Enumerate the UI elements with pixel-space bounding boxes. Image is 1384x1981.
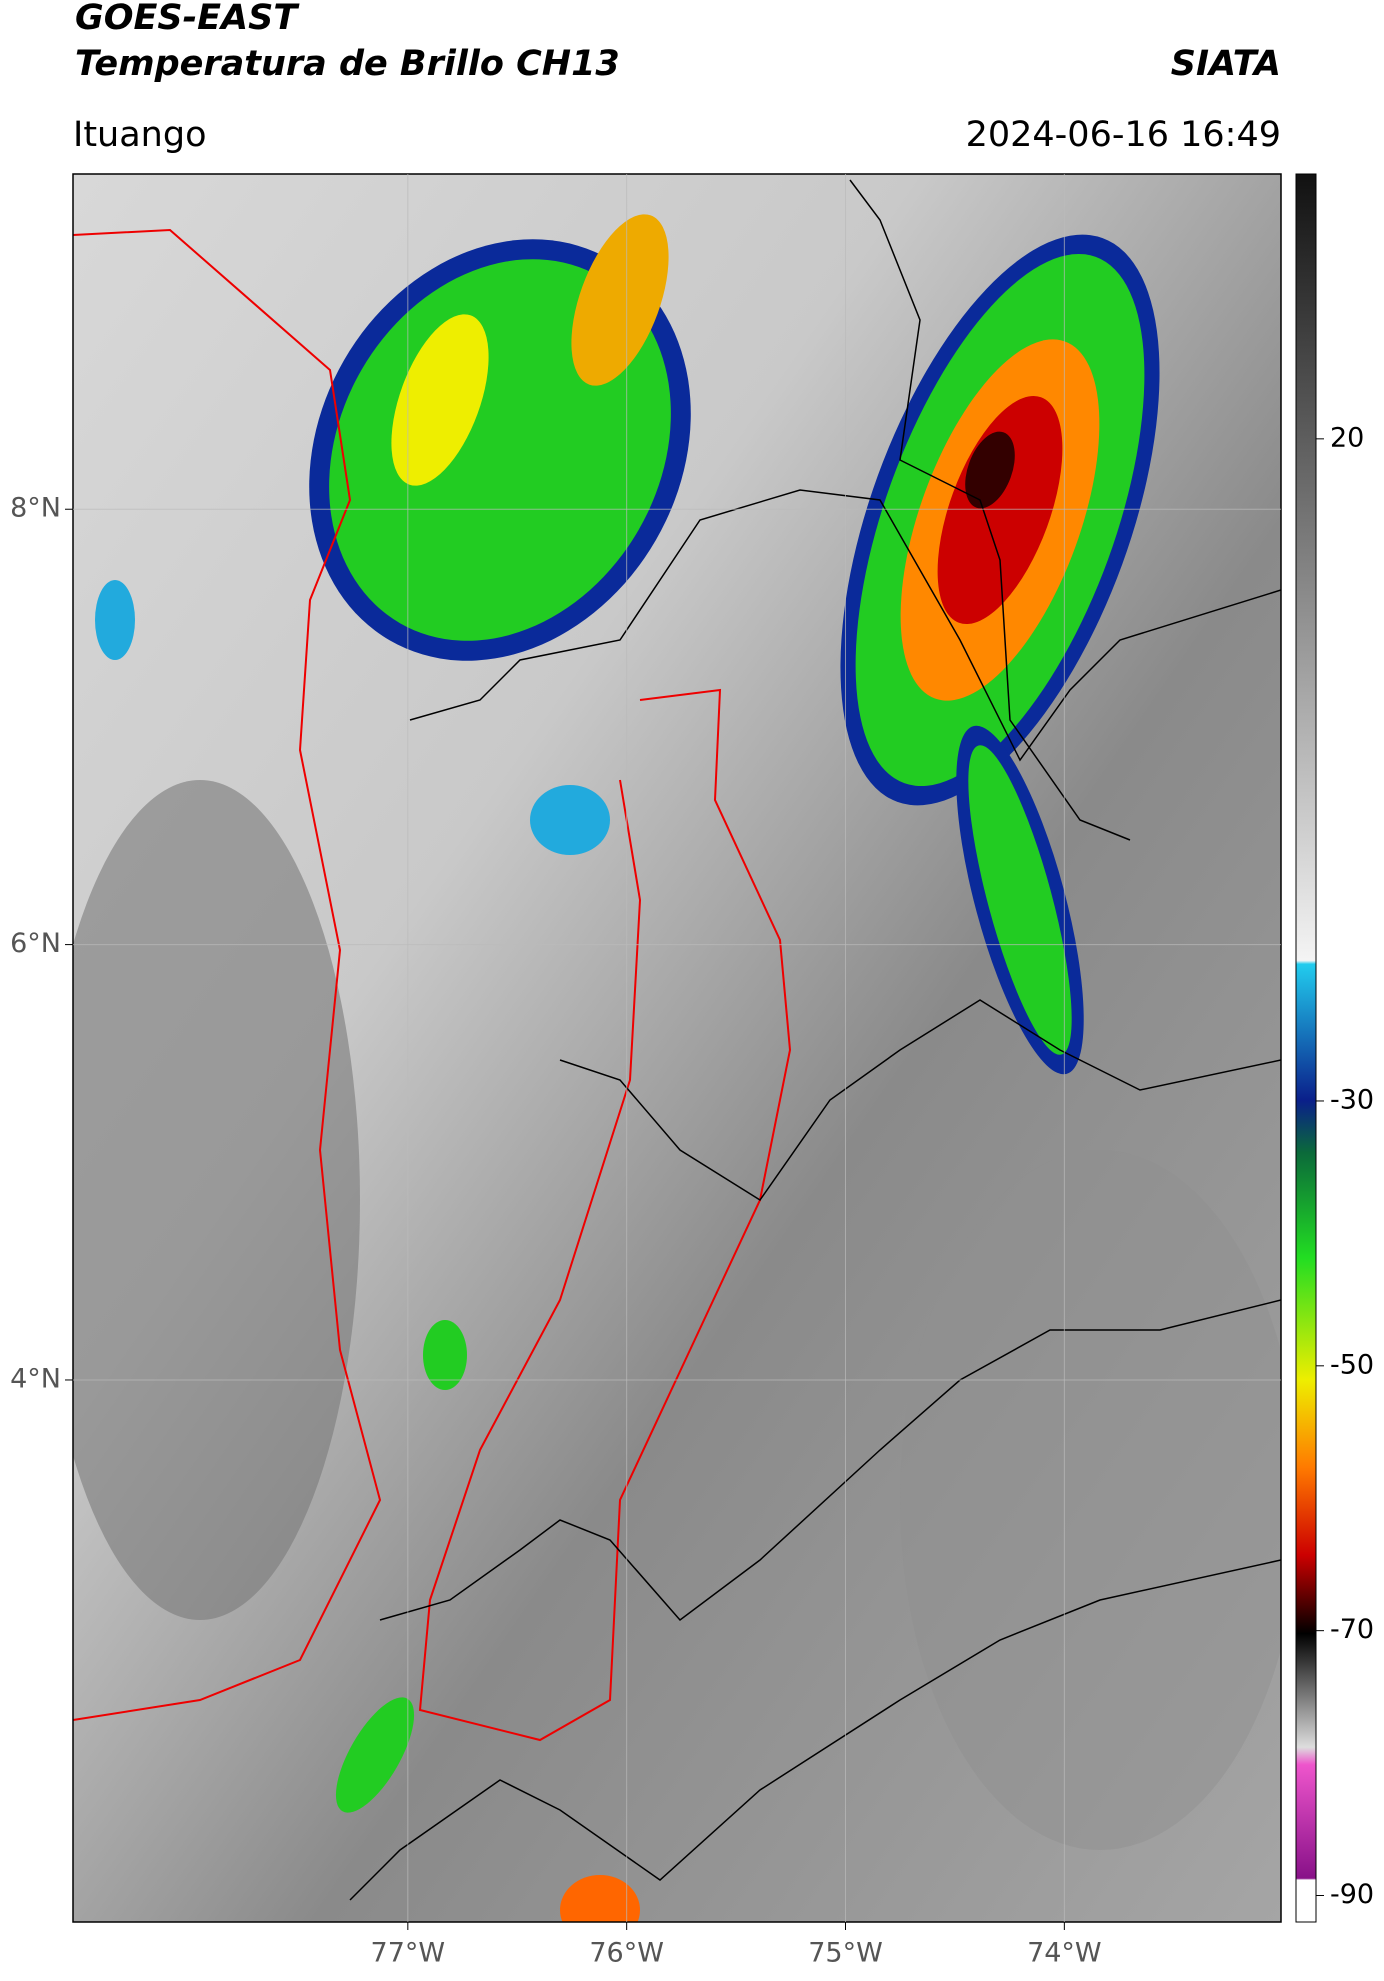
satellite-image — [73, 174, 1281, 1922]
subtitle: Temperatura de Brillo CH13 — [75, 44, 620, 84]
location: Ituango — [73, 115, 207, 155]
x-tick-label: 77°W — [371, 1938, 446, 1969]
colorbar-label: -70 — [1330, 1614, 1374, 1645]
y-tick-label: 8°N — [10, 493, 61, 524]
colorbar-label: 20 — [1330, 422, 1364, 453]
y-tick-label: 6°N — [10, 928, 61, 959]
colorbar-label: -90 — [1330, 1879, 1374, 1910]
x-tick-label: 75°W — [808, 1938, 883, 1969]
datetime: 2024-06-16 16:49 — [966, 115, 1281, 155]
map-frame — [72, 173, 1282, 1923]
y-tick-label: 4°N — [10, 1363, 61, 1394]
title: GOES-EAST — [75, 0, 300, 38]
x-tick-label: 74°W — [1027, 1938, 1102, 1969]
colorbar-label: -50 — [1330, 1349, 1374, 1380]
colorbar-label: -30 — [1330, 1084, 1374, 1115]
colorbar — [1295, 173, 1317, 1923]
x-tick-label: 76°W — [589, 1938, 664, 1969]
source: SIATA — [1171, 44, 1281, 84]
